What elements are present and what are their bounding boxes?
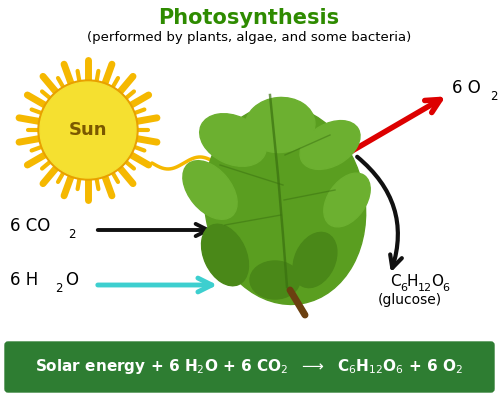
Text: H: H xyxy=(407,274,419,289)
Text: Sun: Sun xyxy=(69,121,107,139)
Text: Solar energy + 6 H$_2$O + 6 CO$_2$  $\longrightarrow$  C$_6$H$_{12}$O$_6$ + 6 O$: Solar energy + 6 H$_2$O + 6 CO$_2$ $\lon… xyxy=(35,358,463,376)
Circle shape xyxy=(38,80,138,180)
Ellipse shape xyxy=(204,106,366,304)
Ellipse shape xyxy=(202,224,249,286)
Ellipse shape xyxy=(300,121,360,170)
Text: 2: 2 xyxy=(55,281,62,295)
Ellipse shape xyxy=(245,97,315,152)
Text: 12: 12 xyxy=(418,283,432,293)
FancyBboxPatch shape xyxy=(5,342,494,392)
Ellipse shape xyxy=(324,173,370,227)
Text: 6 CO: 6 CO xyxy=(10,217,50,235)
Text: 6 O: 6 O xyxy=(452,79,481,97)
Circle shape xyxy=(40,82,136,178)
Text: 2: 2 xyxy=(68,227,75,241)
Text: (glucose): (glucose) xyxy=(378,293,442,307)
Text: C: C xyxy=(390,274,401,289)
Text: O: O xyxy=(65,271,78,289)
Ellipse shape xyxy=(250,261,300,299)
Text: 6 H: 6 H xyxy=(10,271,38,289)
Ellipse shape xyxy=(293,232,337,287)
Text: 6: 6 xyxy=(442,283,449,293)
Ellipse shape xyxy=(200,114,266,166)
Ellipse shape xyxy=(183,161,237,219)
Text: Photosynthesis: Photosynthesis xyxy=(159,8,339,28)
Text: O: O xyxy=(431,274,443,289)
Text: 2: 2 xyxy=(490,91,498,104)
Text: (performed by plants, algae, and some bacteria): (performed by plants, algae, and some ba… xyxy=(87,31,411,44)
Text: 6: 6 xyxy=(400,283,407,293)
